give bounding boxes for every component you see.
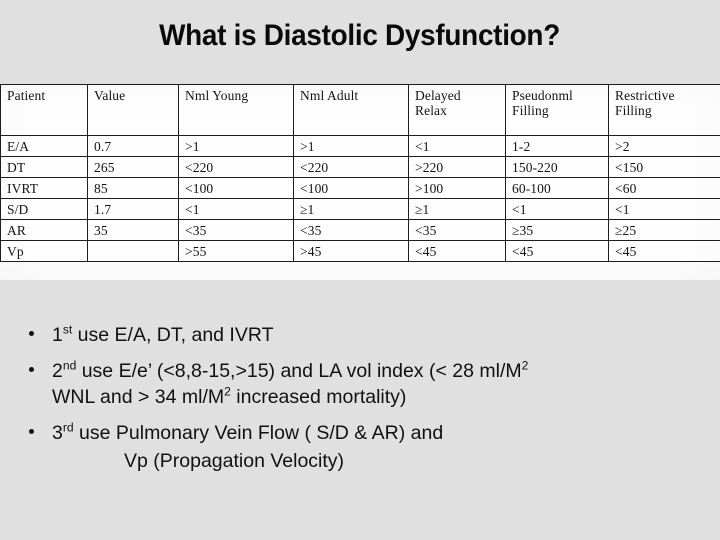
page-title: What is Diastolic Dysfunction? <box>159 19 561 52</box>
cell-delayed-relax: >220 <box>408 156 506 178</box>
column-header-restrictive-filling-line2: Filling <box>615 103 652 118</box>
cell-delayed-relax: <1 <box>408 135 506 157</box>
cell-parameter: AR <box>0 219 88 241</box>
cell-nml-young: <220 <box>178 156 294 178</box>
column-header-nml-adult: Nml Adult <box>293 84 409 136</box>
cell-parameter: Vp <box>0 240 88 262</box>
column-header-patient-label: Patient <box>7 88 46 103</box>
cell-value: 1.7 <box>87 198 179 220</box>
cell-nml-young: <1 <box>178 198 294 220</box>
diastolic-parameters-table: Patient Value Nml Young Nml Adult Delaye… <box>0 84 720 262</box>
cell-nml-adult: >45 <box>293 240 409 262</box>
table-row: E/A 0.7 >1 >1 <1 1-2 >2 <box>0 135 720 157</box>
cell-value: 265 <box>87 156 179 178</box>
bullet-list: 1st use E/A, DT, and IVRT 2nd use E/e’ (… <box>22 322 702 486</box>
cell-nml-adult: <100 <box>293 177 409 199</box>
cell-pseudonml-filling: <1 <box>505 198 609 220</box>
cell-restrictive-filling: <60 <box>608 177 720 199</box>
cell-restrictive-filling: <150 <box>608 156 720 178</box>
column-header-restrictive-filling-line1: Restrictive <box>615 88 675 103</box>
cell-nml-young: >1 <box>178 135 294 157</box>
cell-parameter: S/D <box>0 198 88 220</box>
bullet-2-text: use E/e’ (<8,8-15,>15) and LA vol index … <box>76 360 522 382</box>
cell-delayed-relax: <45 <box>408 240 506 262</box>
cell-delayed-relax: <35 <box>408 219 506 241</box>
cell-value <box>87 240 179 262</box>
column-header-pseudonml-filling: Pseudonml Filling <box>505 84 609 136</box>
cell-pseudonml-filling: ≥35 <box>505 219 609 241</box>
title-area: What is Diastolic Dysfunction? <box>0 18 720 54</box>
cell-delayed-relax: >100 <box>408 177 506 199</box>
cell-pseudonml-filling: 150-220 <box>505 156 609 178</box>
bullet-dot-icon <box>29 429 34 434</box>
cell-nml-adult: >1 <box>293 135 409 157</box>
table-header-row: Patient Value Nml Young Nml Adult Delaye… <box>0 84 720 136</box>
cell-pseudonml-filling: 60-100 <box>505 177 609 199</box>
cell-restrictive-filling: ≥25 <box>608 219 720 241</box>
column-header-value: Value <box>87 84 179 136</box>
cell-parameter: E/A <box>0 135 88 157</box>
cell-restrictive-filling: <45 <box>608 240 720 262</box>
cell-nml-adult: <35 <box>293 219 409 241</box>
bullet-dot-icon <box>29 367 34 372</box>
cell-restrictive-filling: >2 <box>608 135 720 157</box>
bullet-item-3: 3rd use Pulmonary Vein Flow ( S/D & AR) … <box>22 420 702 476</box>
cell-pseudonml-filling: <45 <box>505 240 609 262</box>
bullet-item-1: 1st use E/A, DT, and IVRT <box>22 322 702 348</box>
bullet-item-2: 2nd use E/e’ (<8,8-15,>15) and LA vol in… <box>22 358 702 410</box>
bullet-3-number: 3 <box>52 422 63 444</box>
column-header-pseudonml-filling-line1: Pseudonml <box>512 88 573 103</box>
cell-nml-young: <35 <box>178 219 294 241</box>
bullet-1-ordinal: st <box>62 322 73 337</box>
bullet-2-line2-superscript: 2 <box>224 384 231 399</box>
column-header-delayed-relax-line2: Relax <box>415 103 447 118</box>
cell-nml-adult: ≥1 <box>293 198 409 220</box>
column-header-delayed-relax-line1: Delayed <box>415 88 461 103</box>
cell-parameter: DT <box>0 156 88 178</box>
column-header-pseudonml-filling-line2: Filling <box>512 103 549 118</box>
bullet-1-number: 1 <box>52 324 63 346</box>
bullet-2-superscript: 2 <box>521 358 529 373</box>
column-header-patient: Patient <box>0 84 88 136</box>
table-row: AR 35 <35 <35 <35 ≥35 ≥25 <box>0 219 720 241</box>
cell-pseudonml-filling: 1-2 <box>505 135 609 157</box>
cell-parameter: IVRT <box>0 177 88 199</box>
bullet-dot-icon <box>29 331 34 336</box>
column-header-value-label: Value <box>94 88 126 103</box>
bullet-2-line2-a: WNL and > 34 ml/M <box>52 386 225 408</box>
column-header-nml-young-label: Nml Young <box>185 88 249 103</box>
cell-nml-young: >55 <box>178 240 294 262</box>
table-row: DT 265 <220 <220 >220 150-220 <150 <box>0 156 720 178</box>
table-row: Vp >55 >45 <45 <45 <45 <box>0 240 720 262</box>
bullet-2-line2-b: increased mortality) <box>230 386 407 408</box>
cell-value: 0.7 <box>87 135 179 157</box>
bullet-2-ordinal: nd <box>62 358 77 373</box>
cell-value: 85 <box>87 177 179 199</box>
bullet-2-line2: WNL and > 34 ml/M2 increased mortality) <box>52 384 702 410</box>
bullet-2-number: 2 <box>52 360 63 382</box>
bullet-3-text: use Pulmonary Vein Flow ( S/D & AR) and <box>73 422 444 444</box>
cell-nml-young: <100 <box>178 177 294 199</box>
bullet-1-text: use E/A, DT, and IVRT <box>72 324 274 346</box>
column-header-restrictive-filling: Restrictive Filling <box>608 84 720 136</box>
column-header-nml-adult-label: Nml Adult <box>300 88 359 103</box>
table-row: S/D 1.7 <1 ≥1 ≥1 <1 <1 <box>0 198 720 220</box>
cell-restrictive-filling: <1 <box>608 198 720 220</box>
cell-nml-adult: <220 <box>293 156 409 178</box>
diastolic-parameters-table-image: Patient Value Nml Young Nml Adult Delaye… <box>0 84 720 280</box>
bullet-3-ordinal: rd <box>62 420 74 435</box>
column-header-delayed-relax: Delayed Relax <box>408 84 506 136</box>
table-row: IVRT 85 <100 <100 >100 60-100 <60 <box>0 177 720 199</box>
cell-value: 35 <box>87 219 179 241</box>
column-header-nml-young: Nml Young <box>178 84 294 136</box>
bullet-3-indented-line: Vp (Propagation Velocity) <box>124 450 345 472</box>
cell-delayed-relax: ≥1 <box>408 198 506 220</box>
